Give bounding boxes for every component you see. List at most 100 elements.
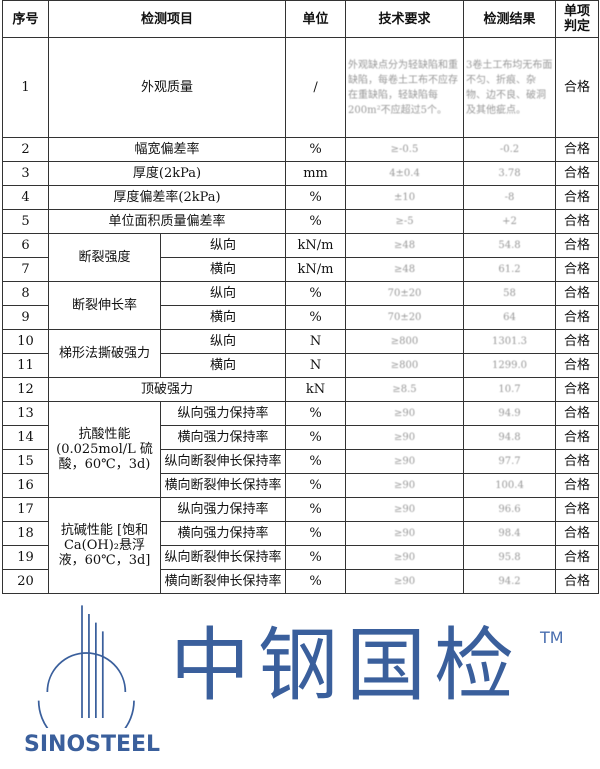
row-number: 9 (2, 305, 49, 330)
requirement: ≥90 (345, 569, 465, 594)
test-item-group: 梯形法撕破强力 (48, 329, 161, 378)
unit: % (285, 305, 347, 330)
table-row: 1 外观质量 / 外观缺点分为轻缺陷和重缺陷，每卷土工布不应存在重缺陷，轻缺陷每200… (2, 37, 600, 138)
requirement: 外观缺点分为轻缺陷和重缺陷，每卷土工布不应存在重缺陷，轻缺陷每200m²不应超过… (345, 37, 465, 138)
result: 3卷土工布均无布面不匀、折痕、杂物、边不良、破洞及其他疵点。 (463, 37, 557, 138)
result: 1299.0 (463, 353, 557, 378)
table-row: 16 横向断裂伸长保持率% ≥90 100.4 合格 (2, 473, 600, 498)
test-item: 顶破强力 (47, 377, 287, 402)
judgement: 合格 (555, 353, 600, 378)
row-number: 15 (2, 449, 49, 474)
requirement: ≥90 (345, 497, 465, 522)
result: 98.4 (463, 521, 557, 546)
row-number: 4 (2, 185, 49, 210)
requirement: 4±0.4 (345, 161, 465, 186)
unit: % (285, 425, 347, 450)
requirement: ≥48 (345, 257, 465, 282)
table-row: 13 抗酸性能 (0.025mol/L 硫酸，60℃，3d) 纵向强力保持率% ≥90… (2, 401, 600, 498)
header-unit: 单位 (285, 0, 347, 38)
row-number: 1 (2, 37, 49, 138)
row-number: 11 (2, 353, 49, 378)
test-subitem: 纵向 (159, 233, 287, 258)
requirement: ≥48 (345, 233, 465, 258)
test-item: 幅宽偏差率 (47, 137, 287, 162)
test-subitem: 纵向 (159, 329, 287, 354)
unit: % (285, 185, 347, 210)
unit: % (285, 473, 347, 498)
result: 94.2 (463, 569, 557, 594)
unit: N (285, 353, 347, 378)
row-number: 17 (2, 497, 49, 522)
test-subitem: 纵向 (159, 281, 287, 306)
unit: kN (285, 377, 347, 402)
row-number: 5 (2, 209, 49, 234)
row-number: 13 (2, 401, 49, 426)
table-row: 11 横向 N ≥800 1299.0 合格 (2, 353, 600, 378)
judgement: 合格 (555, 137, 600, 162)
test-item-group: 抗酸性能 (0.025mol/L 硫酸，60℃，3d) (48, 401, 161, 498)
judgement: 合格 (555, 377, 600, 402)
watermark-logo-text: SINOSTEEL (24, 732, 161, 757)
judgement: 合格 (555, 233, 600, 258)
requirement: ≥90 (345, 449, 465, 474)
trademark-mark: TM (540, 628, 564, 647)
unit: % (285, 545, 347, 570)
watermark-text: 中钢国检 (170, 619, 522, 712)
requirement: ≥90 (345, 425, 465, 450)
result: 54.8 (463, 233, 557, 258)
result: 94.9 (463, 401, 557, 426)
requirement: ≥-5 (345, 209, 465, 234)
row-number: 20 (2, 569, 49, 594)
requirement: ≥90 (345, 521, 465, 546)
requirement: ≥800 (345, 329, 465, 354)
row-number: 16 (2, 473, 49, 498)
judgement: 合格 (555, 449, 600, 474)
requirement: ±10 (345, 185, 465, 210)
judgement: 合格 (555, 497, 600, 522)
judgement: 合格 (555, 329, 600, 354)
result: -0.2 (463, 137, 557, 162)
result: 10.7 (463, 377, 557, 402)
unit: kN/m (285, 233, 347, 258)
row-number: 19 (2, 545, 49, 570)
test-subitem: 纵向强力保持率 (159, 401, 287, 426)
result: 64 (463, 305, 557, 330)
row-number: 2 (2, 137, 49, 162)
unit: % (285, 137, 347, 162)
header-no: 序号 (2, 0, 49, 38)
row-number: 8 (2, 281, 49, 306)
test-subitem: 横向强力保持率 (159, 425, 287, 450)
table-row: 9 横向% 70±20 64 合格 (2, 305, 600, 330)
unit: % (285, 209, 347, 234)
result: 61.2 (463, 257, 557, 282)
judgement: 合格 (555, 425, 600, 450)
table-row: 6 断裂强度 纵向 kN/m ≥48 54.8 合格 (2, 233, 600, 282)
unit: % (285, 521, 347, 546)
result: 58 (463, 281, 557, 306)
table-row: 19 纵向断裂伸长保持率% ≥90 95.8 合格 (2, 545, 600, 570)
result: 96.6 (463, 497, 557, 522)
table-row: 4 厚度偏差率(2kPa)% ±10 -8 合格 (2, 185, 600, 210)
judgement: 合格 (555, 521, 600, 546)
test-item: 外观质量 (47, 37, 287, 138)
test-subitem: 纵向强力保持率 (159, 497, 287, 522)
header-result: 检测结果 (463, 0, 557, 38)
table-row: 10 梯形法撕破强力 纵向 N ≥800 1301.3 合格 (2, 329, 600, 378)
test-subitem: 横向断裂伸长保持率 (159, 473, 287, 498)
judgement: 合格 (555, 185, 600, 210)
judgement: 合格 (555, 161, 600, 186)
row-number: 18 (2, 521, 49, 546)
judgement: 合格 (555, 545, 600, 570)
result: 95.8 (463, 545, 557, 570)
unit: % (285, 449, 347, 474)
requirement: ≥-0.5 (345, 137, 465, 162)
unit: % (285, 497, 347, 522)
test-item-group: 断裂伸长率 (48, 281, 161, 330)
result: 100.4 (463, 473, 557, 498)
result: 97.7 (463, 449, 557, 474)
unit: % (285, 569, 347, 594)
judgement: 合格 (555, 37, 600, 138)
table-row: 3 厚度(2kPa) mm 4±0.4 3.78 合格 (2, 161, 600, 186)
unit: kN/m (285, 257, 347, 282)
result: 94.8 (463, 425, 557, 450)
